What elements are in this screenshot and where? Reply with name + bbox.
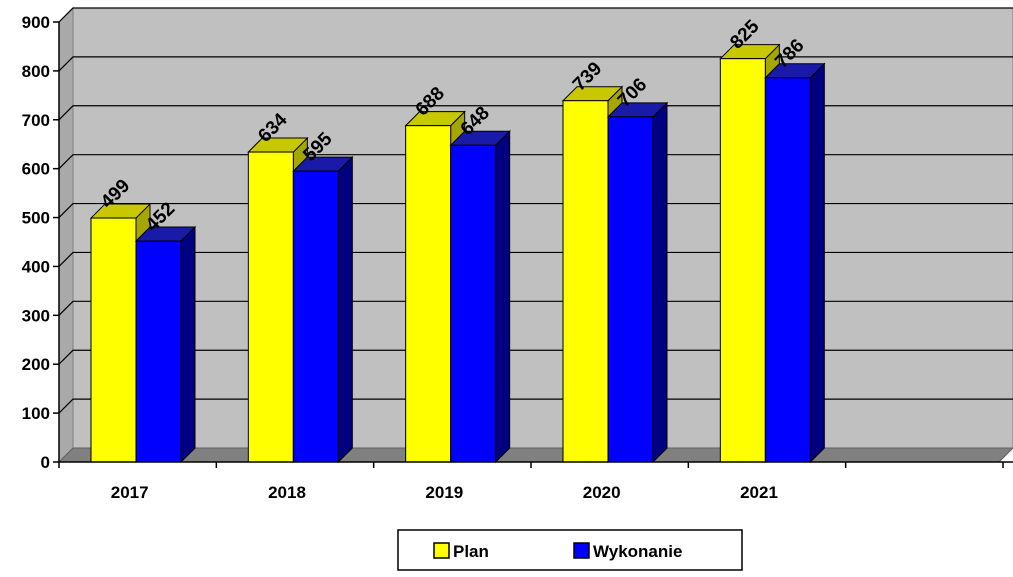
legend-label-plan: Plan	[453, 542, 489, 561]
gridline	[58, 202, 1013, 218]
bar-wykonanie	[764, 77, 811, 463]
y-tick-label: 400	[22, 257, 50, 276]
y-axis: 0 100 200 300 400 500 600 700 800 900	[22, 13, 60, 472]
legend-swatch-plan	[433, 542, 450, 559]
bar-plan	[247, 151, 294, 463]
x-category-label: 2018	[268, 483, 306, 502]
y-tick-label: 900	[22, 13, 50, 32]
y-tick-label: 300	[22, 306, 50, 325]
x-category-label: 2019	[425, 483, 463, 502]
gridline	[58, 398, 1013, 414]
bar-wykonanie	[292, 170, 339, 463]
bar-wykonanie	[607, 116, 654, 463]
legend-label-wykonanie: Wykonanie	[593, 542, 682, 561]
bar-plan	[90, 217, 137, 463]
bar-side-wykonanie	[495, 129, 511, 464]
gridline	[58, 154, 1013, 170]
x-category-label: 2017	[111, 483, 149, 502]
bar-plan	[562, 100, 609, 463]
y-tick-label: 600	[22, 160, 50, 179]
side-wall	[58, 6, 74, 464]
floor	[57, 447, 1013, 463]
gridline	[58, 349, 1013, 365]
legend: Plan Wykonanie	[397, 529, 743, 571]
gridline	[58, 105, 1013, 121]
legend-swatch-wykonanie	[573, 542, 590, 559]
y-tick-label: 100	[22, 404, 50, 423]
gridline	[58, 56, 1013, 72]
bar-side-wykonanie	[180, 225, 196, 464]
gridline	[58, 7, 1013, 23]
gridlines	[58, 7, 1013, 414]
y-tick-label: 200	[22, 355, 50, 374]
bar-side-wykonanie	[652, 101, 668, 464]
y-tick-label: 800	[22, 62, 50, 81]
plot-area	[57, 6, 1013, 464]
bar-wykonanie	[135, 240, 182, 463]
bar-plan	[719, 58, 766, 463]
bars	[89, 43, 826, 464]
bar-wykonanie	[450, 144, 497, 463]
y-tick-label: 500	[22, 209, 50, 228]
back-wall	[72, 7, 1013, 449]
gridline	[58, 251, 1013, 267]
x-axis: 2017 2018 2019 2020 2021	[58, 461, 1013, 502]
gridline	[58, 300, 1013, 316]
y-tick-label: 0	[41, 453, 50, 472]
bar-side-wykonanie	[809, 62, 825, 464]
x-category-label: 2020	[583, 483, 621, 502]
x-category-label: 2021	[740, 483, 778, 502]
bar-side-wykonanie	[337, 155, 353, 464]
legend-box	[397, 529, 743, 571]
y-tick-label: 700	[22, 111, 50, 130]
bar-plan	[405, 125, 452, 463]
